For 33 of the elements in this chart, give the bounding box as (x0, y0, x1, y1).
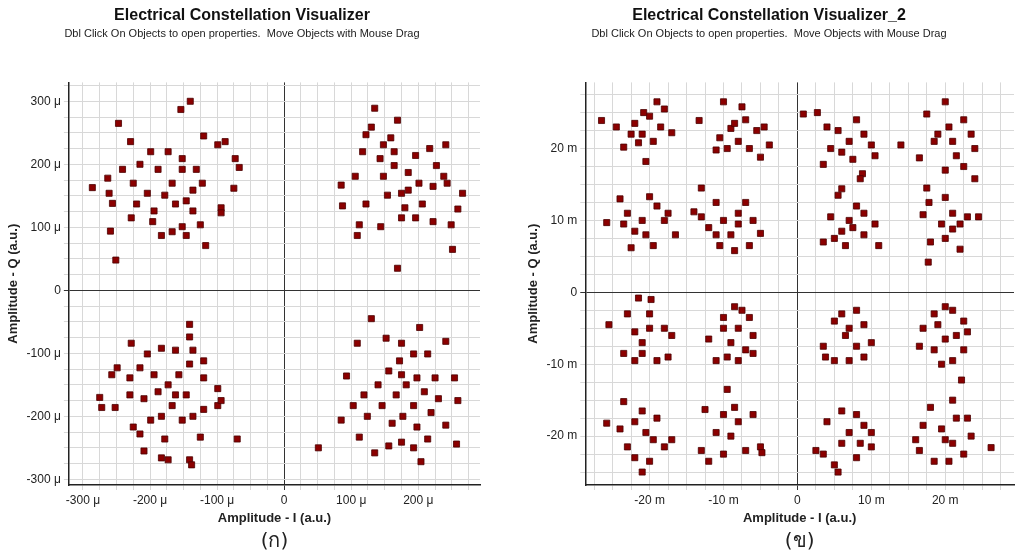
y-tick-label: -300 μ (26, 471, 61, 486)
y-tick-label: -10 m (546, 356, 578, 371)
x-tick-label: 10 m (857, 492, 885, 507)
y-tick-label: 10 m (550, 212, 578, 227)
x-tick-label: 20 m (931, 492, 959, 507)
chart-subtitle: Dbl Click On Objects to open properties. Move Objects with Mouse Drag (591, 26, 947, 39)
x-tick-label: 100 μ (336, 492, 367, 507)
y-tick-label: 100 μ (30, 219, 61, 234)
y-tick-label: 20 m (550, 140, 578, 155)
x-axis-title: Amplitude - I (a.u.) (742, 509, 857, 525)
x-tick-label: -20 m (634, 492, 665, 507)
text: (ก) (260, 528, 289, 553)
y-tick-label: 0 (54, 282, 62, 297)
text: (ข) (784, 528, 815, 553)
y-tick-label: -100 μ (26, 345, 61, 360)
chart-title: Electrical Constellation Visualizer (114, 6, 370, 24)
chart-title: Electrical Constellation Visualizer_2 (632, 6, 906, 24)
y-tick-label: 0 (570, 284, 578, 299)
x-tick-label: -10 m (708, 492, 739, 507)
x-tick-label: 200 μ (403, 492, 434, 507)
x-tick-label: -200 μ (132, 492, 168, 507)
y-axis-title: Amplitude - Q (a.u.) (5, 223, 21, 344)
x-tick-label: -100 μ (199, 492, 235, 507)
y-tick-label: -200 μ (26, 408, 61, 423)
y-tick-label: 200 μ (30, 156, 61, 171)
x-tick-label: 0 (280, 492, 288, 507)
y-axis-title: Amplitude - Q (a.u.) (525, 223, 541, 344)
chart-subtitle: Dbl Click On Objects to open properties. Move Objects with Mouse Drag (64, 26, 420, 39)
x-tick-label: -300 μ (65, 492, 101, 507)
y-tick-label: 300 μ (30, 93, 61, 108)
y-tick-label: -20 m (546, 428, 578, 443)
x-tick-label: 0 (794, 492, 802, 507)
x-axis-title: Amplitude - I (a.u.) (217, 509, 332, 525)
